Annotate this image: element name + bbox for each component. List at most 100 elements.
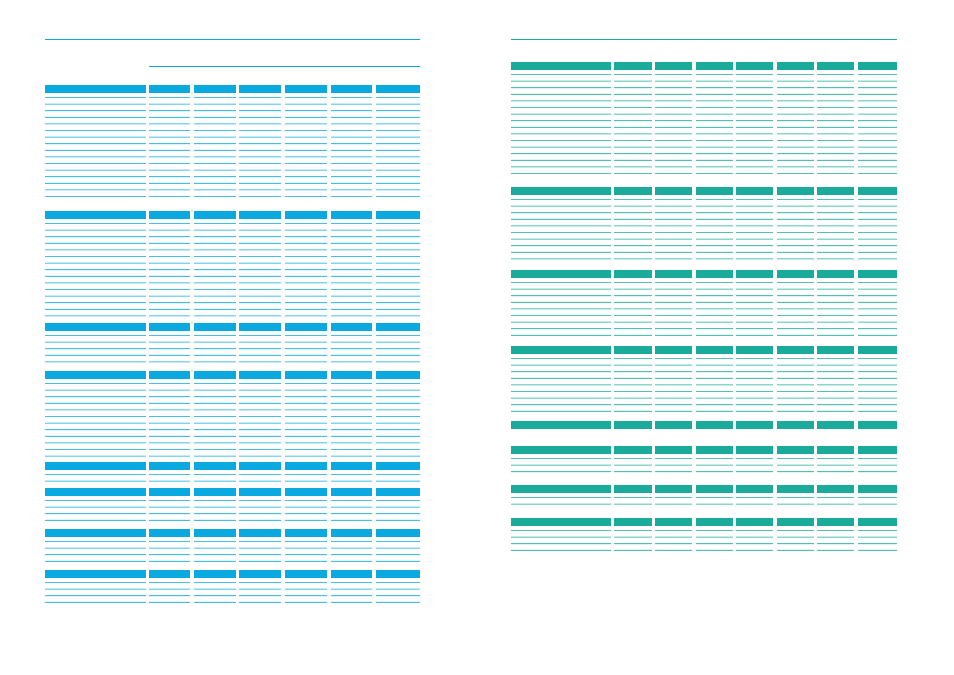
section-header xyxy=(817,446,854,454)
section-header xyxy=(376,570,420,578)
section-header xyxy=(777,346,814,354)
section-header xyxy=(331,529,372,537)
section-header xyxy=(376,85,420,93)
section-header xyxy=(376,529,420,537)
section-header xyxy=(511,421,611,429)
section-header xyxy=(696,421,733,429)
section-header xyxy=(511,270,611,278)
section-header xyxy=(858,446,897,454)
section-header xyxy=(285,462,327,470)
section-header xyxy=(777,270,814,278)
section-header xyxy=(511,346,611,354)
section-header xyxy=(655,446,692,454)
section-header xyxy=(331,371,372,379)
section-header xyxy=(376,488,420,496)
section-header xyxy=(239,323,281,331)
section-header xyxy=(149,488,190,496)
section-header xyxy=(149,570,190,578)
section-header xyxy=(696,518,733,526)
section-header xyxy=(149,462,190,470)
section-header xyxy=(777,446,814,454)
section-header xyxy=(285,529,327,537)
section-header xyxy=(45,323,146,331)
section-header xyxy=(376,371,420,379)
section-header xyxy=(194,211,236,219)
section-header xyxy=(194,462,236,470)
section-header xyxy=(239,529,281,537)
section-header xyxy=(511,518,611,526)
section-header xyxy=(149,529,190,537)
section-header xyxy=(285,323,327,331)
section-header xyxy=(858,485,897,493)
section-header xyxy=(777,62,814,70)
section-header xyxy=(511,62,611,70)
section-header xyxy=(655,62,692,70)
section-header xyxy=(45,529,146,537)
section-header xyxy=(777,187,814,195)
section-header xyxy=(696,187,733,195)
section-header xyxy=(511,446,611,454)
section-header xyxy=(817,346,854,354)
section-header xyxy=(331,323,372,331)
section-header xyxy=(858,270,897,278)
section-header xyxy=(239,488,281,496)
section-header xyxy=(285,85,327,93)
section-header xyxy=(285,371,327,379)
section-header xyxy=(331,85,372,93)
section-header xyxy=(696,485,733,493)
section-header xyxy=(149,211,190,219)
section-header xyxy=(655,518,692,526)
section-header xyxy=(696,446,733,454)
section-header xyxy=(285,570,327,578)
section-header xyxy=(614,421,652,429)
section-header xyxy=(285,211,327,219)
section-header xyxy=(45,211,146,219)
section-header xyxy=(614,485,652,493)
section-header xyxy=(777,485,814,493)
section-header xyxy=(777,518,814,526)
section-header xyxy=(285,488,327,496)
section-header xyxy=(817,187,854,195)
section-header xyxy=(858,421,897,429)
section-header xyxy=(655,187,692,195)
section-header xyxy=(817,518,854,526)
section-header xyxy=(655,270,692,278)
section-header xyxy=(331,488,372,496)
section-header xyxy=(655,421,692,429)
section-header xyxy=(736,421,773,429)
section-header xyxy=(149,85,190,93)
section-header xyxy=(614,346,652,354)
section-header xyxy=(817,421,854,429)
section-header xyxy=(736,518,773,526)
section-header xyxy=(239,462,281,470)
section-header xyxy=(511,485,611,493)
section-header xyxy=(239,570,281,578)
section-header xyxy=(736,187,773,195)
section-header xyxy=(376,323,420,331)
section-header xyxy=(614,62,652,70)
section-header xyxy=(736,346,773,354)
section-header xyxy=(194,529,236,537)
section-header xyxy=(194,371,236,379)
section-header xyxy=(696,346,733,354)
section-header xyxy=(45,488,146,496)
section-header xyxy=(194,570,236,578)
section-header xyxy=(376,211,420,219)
section-header xyxy=(655,485,692,493)
section-header xyxy=(614,187,652,195)
section-header xyxy=(858,518,897,526)
section-header xyxy=(149,371,190,379)
section-header xyxy=(239,85,281,93)
section-header xyxy=(45,85,146,93)
section-header xyxy=(194,323,236,331)
section-header xyxy=(331,570,372,578)
section-header xyxy=(655,346,692,354)
section-header xyxy=(331,462,372,470)
section-header xyxy=(239,211,281,219)
section-header xyxy=(45,371,146,379)
section-header xyxy=(696,270,733,278)
section-header xyxy=(194,488,236,496)
section-header xyxy=(736,62,773,70)
